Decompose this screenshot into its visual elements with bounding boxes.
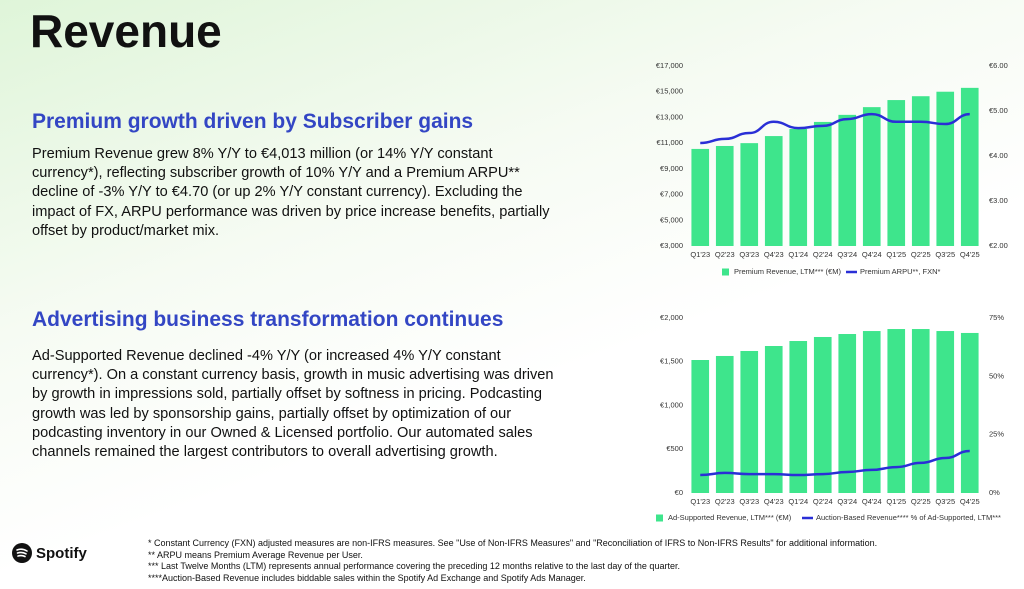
y-tick-label: €1,000	[660, 400, 683, 409]
x-tick-label: Q2'25	[911, 497, 931, 506]
section-heading: Advertising business transformation cont…	[32, 308, 504, 331]
legend-label: Ad-Supported Revenue, LTM*** (€M)	[668, 513, 792, 522]
bar	[838, 114, 857, 246]
x-tick-label: Q1'23	[690, 250, 710, 259]
y-tick-label: €15,000	[656, 87, 683, 96]
line	[700, 449, 970, 477]
bar	[691, 360, 710, 493]
y2-tick-label: 75%	[989, 313, 1004, 322]
x-tick-label: Q2'25	[911, 250, 931, 259]
y-tick-label: €0	[675, 488, 683, 497]
y-tick-label: €17,000	[656, 61, 683, 70]
footnote: *** Last Twelve Months (LTM) represents …	[148, 561, 680, 572]
x-tick-label: Q1'25	[886, 497, 906, 506]
bar	[715, 355, 734, 493]
y-tick-label: €7,000	[660, 190, 683, 199]
line	[700, 112, 970, 145]
bar	[764, 346, 783, 493]
x-tick-label: Q4'24	[862, 250, 882, 259]
x-tick-label: Q4'24	[862, 497, 882, 506]
x-tick-label: Q4'25	[960, 250, 980, 259]
x-tick-label: Q1'24	[788, 250, 808, 259]
y2-tick-label: 25%	[989, 430, 1004, 439]
bar	[887, 100, 906, 246]
bar	[911, 96, 930, 246]
bar	[789, 129, 808, 246]
x-tick-label: Q3'23	[739, 497, 759, 506]
section-body: Premium Revenue grew 8% Y/Y to €4,013 mi…	[32, 146, 550, 239]
y2-tick-label: €4.00	[989, 151, 1008, 160]
bar	[740, 350, 759, 493]
x-tick-label: Q3'25	[935, 497, 955, 506]
y2-tick-label: €3.00	[989, 196, 1008, 205]
y-tick-label: €9,000	[660, 164, 683, 173]
legend-label: Premium Revenue, LTM*** (€M)	[734, 267, 841, 276]
bar	[813, 336, 832, 493]
x-tick-label: Q1'23	[690, 497, 710, 506]
y2-tick-label: 0%	[989, 488, 1000, 497]
bar	[960, 332, 979, 493]
x-tick-label: Q2'23	[715, 497, 735, 506]
legend-label: Premium ARPU**, FXN*	[860, 267, 941, 276]
x-tick-label: Q3'24	[837, 497, 857, 506]
legend-swatch	[722, 268, 729, 276]
bar	[691, 148, 710, 246]
bar	[838, 334, 857, 493]
bar	[887, 329, 906, 493]
y-tick-label: €11,000	[656, 138, 683, 147]
y2-tick-label: 50%	[989, 371, 1004, 380]
x-tick-label: Q4'23	[764, 497, 784, 506]
bar	[862, 331, 881, 493]
logo-icon	[12, 543, 32, 563]
y2-tick-label: €6.00	[989, 61, 1008, 70]
section-body: Ad-Supported Revenue declined -4% Y/Y (o…	[32, 348, 554, 461]
y-tick-label: €2,000	[660, 313, 683, 322]
bar	[911, 329, 930, 493]
x-tick-label: Q3'24	[837, 250, 857, 259]
section-heading: Premium growth driven by Subscriber gain…	[32, 110, 474, 133]
bar	[764, 136, 783, 246]
logo-text: Spotify	[36, 544, 87, 562]
y2-tick-label: €2.00	[989, 241, 1008, 250]
y-tick-label: €1,500	[660, 357, 683, 366]
bar	[862, 107, 881, 247]
y-tick-label: €500	[666, 444, 683, 453]
y2-tick-label: €5.00	[989, 106, 1008, 115]
x-tick-label: Q3'23	[739, 250, 759, 259]
y-tick-label: €13,000	[656, 112, 683, 121]
x-tick-label: Q3'25	[935, 250, 955, 259]
x-tick-label: Q1'25	[886, 250, 906, 259]
bar	[936, 331, 955, 493]
x-tick-label: Q2'23	[715, 250, 735, 259]
x-tick-label: Q2'24	[813, 250, 833, 259]
slide-title: Revenue	[30, 5, 222, 57]
bar	[715, 145, 734, 246]
footnote: * Constant Currency (FXN) adjusted measu…	[148, 538, 878, 548]
footnote: ****Auction-Based Revenue includes bidda…	[148, 572, 586, 583]
bar	[740, 143, 759, 246]
y-tick-label: €3,000	[660, 241, 683, 250]
legend-swatch	[656, 514, 663, 522]
footnote: ** ARPU means Premium Average Revenue pe…	[148, 549, 363, 560]
logo: Spotify	[12, 543, 87, 563]
x-tick-label: Q1'24	[788, 497, 808, 506]
footnotes: * Constant Currency (FXN) adjusted measu…	[148, 538, 877, 584]
x-tick-label: Q4'25	[960, 497, 980, 506]
bar	[936, 91, 955, 246]
legend-label: Auction-Based Revenue**** % of Ad-Suppor…	[816, 513, 1001, 522]
bar	[960, 87, 979, 246]
bar	[813, 121, 832, 246]
bar	[789, 341, 808, 493]
x-tick-label: Q4'23	[764, 250, 784, 259]
x-tick-label: Q2'24	[813, 497, 833, 506]
y-tick-label: €5,000	[660, 215, 683, 224]
